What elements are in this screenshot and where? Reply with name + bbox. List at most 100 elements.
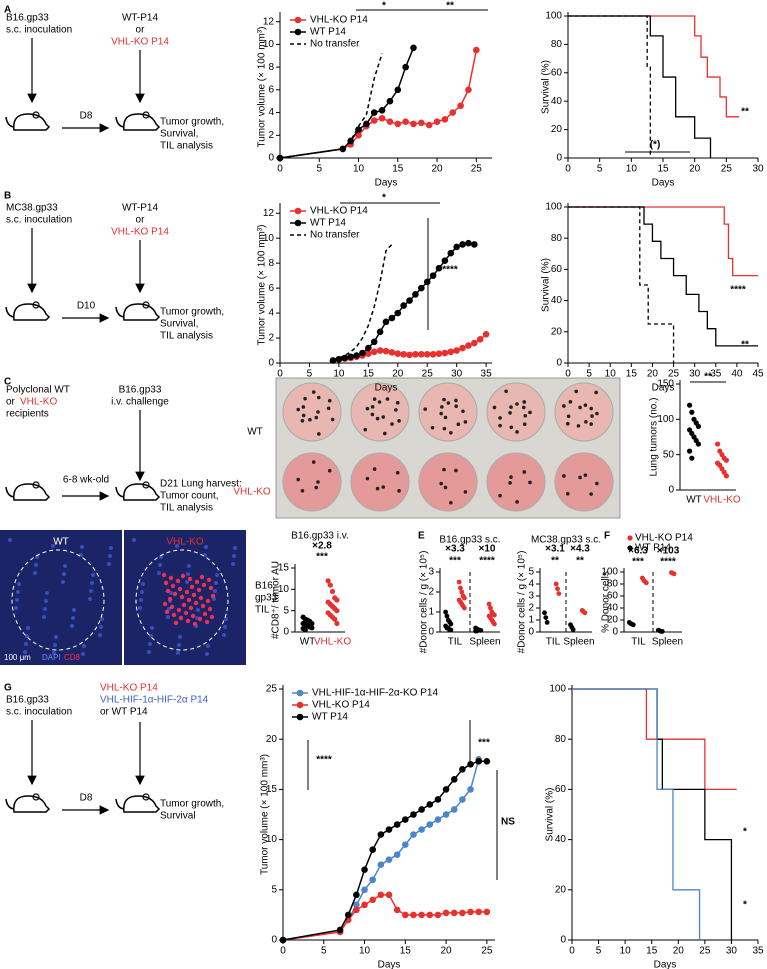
x-tick-label: 20 bbox=[673, 946, 685, 957]
schematic-text: VHL-KO P14 bbox=[100, 683, 158, 694]
metastasis-dot bbox=[523, 413, 528, 418]
x-tick-label: 45 bbox=[752, 369, 764, 380]
metastasis-dot bbox=[498, 423, 502, 428]
mouse-icon bbox=[123, 113, 161, 131]
mouse-ear bbox=[32, 481, 40, 489]
legend-marker bbox=[627, 545, 633, 551]
data-point bbox=[429, 350, 437, 358]
metastasis-dot bbox=[498, 493, 502, 498]
metastasis-dot bbox=[574, 389, 579, 394]
data-point bbox=[423, 350, 431, 358]
tissue-dot bbox=[149, 634, 153, 638]
y-tick-label: 2 bbox=[268, 333, 274, 344]
data-point bbox=[570, 627, 576, 632]
data-point bbox=[386, 97, 394, 105]
lung-well bbox=[350, 382, 410, 442]
chart-title: B16.gp33 s.c. bbox=[439, 535, 500, 546]
data-point bbox=[441, 116, 449, 123]
data-point bbox=[382, 318, 390, 326]
tissue-dot bbox=[166, 615, 170, 619]
x-tick-label: 5 bbox=[597, 164, 603, 175]
annotation: * bbox=[382, 1, 386, 12]
x-tick-label: TIL bbox=[631, 637, 646, 648]
tissue-dot bbox=[88, 597, 92, 601]
metastasis-dot bbox=[562, 404, 566, 408]
survival-curve bbox=[568, 206, 675, 363]
data-point bbox=[450, 776, 458, 783]
mouse-ear bbox=[32, 793, 40, 801]
cd8-dot bbox=[163, 580, 169, 586]
schematic-text: or WT P14 bbox=[100, 707, 148, 718]
legend-label: WT P14 bbox=[635, 543, 671, 554]
y-tick-label: 4 bbox=[268, 308, 274, 319]
y-tick-label: 100 bbox=[545, 202, 562, 213]
data-point bbox=[334, 597, 340, 603]
panel-label: C bbox=[4, 377, 11, 388]
y-tick-label: 5 bbox=[283, 605, 289, 616]
metastasis-dot bbox=[565, 421, 570, 426]
data-point bbox=[376, 347, 384, 354]
data-point bbox=[418, 350, 425, 358]
annotation: ×6.3 bbox=[628, 546, 648, 557]
data-point bbox=[402, 118, 409, 125]
data-point bbox=[425, 121, 433, 129]
data-point bbox=[453, 243, 460, 251]
metastasis-dot bbox=[370, 405, 375, 409]
y-tick-label: 1 bbox=[428, 607, 434, 618]
y-tick-label: 0 bbox=[556, 153, 562, 164]
data-point bbox=[442, 811, 450, 818]
metastasis-dot bbox=[316, 480, 320, 484]
data-point bbox=[370, 348, 378, 356]
cd8-dot bbox=[206, 577, 212, 583]
metastasis-dot bbox=[443, 415, 448, 420]
data-point bbox=[412, 350, 419, 358]
schematic-text: D8 bbox=[80, 111, 93, 122]
y-tick-label: 3 bbox=[528, 591, 534, 602]
mouse-ear bbox=[142, 111, 150, 119]
schematic-text: or bbox=[6, 397, 16, 408]
lung-well bbox=[554, 452, 614, 512]
tissue-dot bbox=[54, 635, 58, 639]
tissue-dot bbox=[140, 590, 144, 594]
metastasis-dot bbox=[381, 485, 386, 489]
data-point bbox=[327, 582, 333, 588]
metastasis-dot bbox=[594, 390, 598, 395]
data-point bbox=[695, 423, 702, 429]
metastasis-dot bbox=[595, 411, 599, 416]
data-point bbox=[689, 455, 695, 461]
annotation: *** bbox=[632, 557, 644, 568]
metastasis-dot bbox=[584, 420, 588, 424]
legend-label: No transfer bbox=[310, 39, 360, 50]
data-point bbox=[687, 402, 693, 408]
annotation: * bbox=[382, 193, 386, 204]
metastasis-dot bbox=[456, 422, 461, 427]
data-point bbox=[457, 102, 464, 110]
data-point bbox=[400, 350, 407, 358]
cd8-dot bbox=[164, 609, 170, 615]
x-tick-label: VHL-KO bbox=[314, 637, 351, 648]
x-tick-label: 0 bbox=[565, 369, 571, 380]
data-point bbox=[467, 761, 474, 768]
data-point bbox=[393, 851, 401, 858]
annotation: (*) bbox=[650, 140, 661, 151]
metastasis-dot bbox=[317, 432, 321, 436]
metastasis-dot bbox=[508, 481, 512, 485]
panel-label: A bbox=[4, 5, 11, 16]
data-point bbox=[553, 581, 559, 587]
x-tick-label: 20 bbox=[689, 164, 701, 175]
metastasis-dot bbox=[595, 481, 599, 486]
schematic-text: B16.gp33 bbox=[6, 695, 49, 706]
tissue-dot bbox=[61, 580, 65, 584]
metastasis-dot bbox=[423, 407, 427, 411]
data-point bbox=[442, 909, 450, 917]
tissue-dot bbox=[138, 606, 142, 610]
lung-well bbox=[418, 452, 478, 512]
x-axis-label: Days bbox=[375, 383, 398, 394]
metastasis-dot bbox=[385, 397, 390, 401]
metastasis-dot bbox=[528, 480, 532, 485]
metastasis-dot bbox=[311, 390, 316, 394]
cd8-dot bbox=[168, 575, 174, 581]
tissue-dot bbox=[167, 607, 171, 611]
tissue-dot bbox=[204, 545, 208, 549]
y-tick-label: 6 bbox=[268, 283, 274, 294]
